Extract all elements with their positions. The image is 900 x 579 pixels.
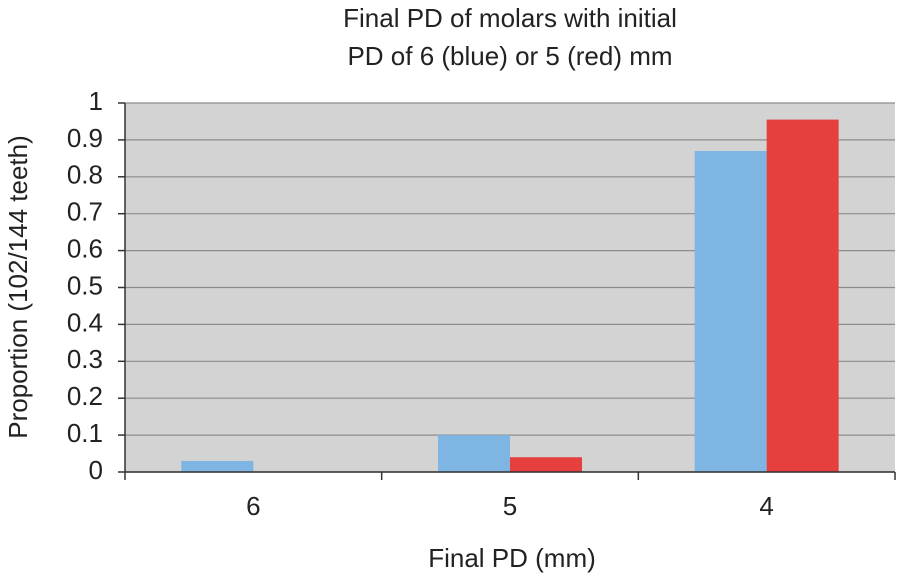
bar: [438, 435, 510, 472]
x-axis-label: Final PD (mm): [428, 543, 596, 573]
y-tick-label: 0.6: [67, 233, 103, 263]
bar: [694, 150, 767, 472]
bar: [766, 119, 839, 472]
y-tick-label: 0.8: [67, 160, 103, 190]
y-tick-label: 0.4: [67, 307, 103, 337]
bar: [510, 457, 582, 472]
y-tick-label: 0: [89, 455, 103, 485]
x-tick-label: 5: [503, 491, 517, 521]
y-tick-label: 0.2: [67, 381, 103, 411]
chart-title: Final PD of molars with initial: [343, 3, 677, 33]
y-tick-label: 0.1: [67, 418, 103, 448]
y-tick-label: 0.5: [67, 270, 103, 300]
y-axis-label: Proportion (102/144 teeth): [3, 135, 33, 439]
bar: [181, 460, 254, 472]
x-tick-label: 4: [759, 491, 773, 521]
y-tick-label: 1: [89, 86, 103, 116]
chart-title: PD of 6 (blue) or 5 (red) mm: [347, 41, 672, 71]
x-tick-label: 6: [246, 491, 260, 521]
y-tick-label: 0.7: [67, 197, 103, 227]
y-tick-label: 0.9: [67, 123, 103, 153]
y-tick-label: 0.3: [67, 344, 103, 374]
